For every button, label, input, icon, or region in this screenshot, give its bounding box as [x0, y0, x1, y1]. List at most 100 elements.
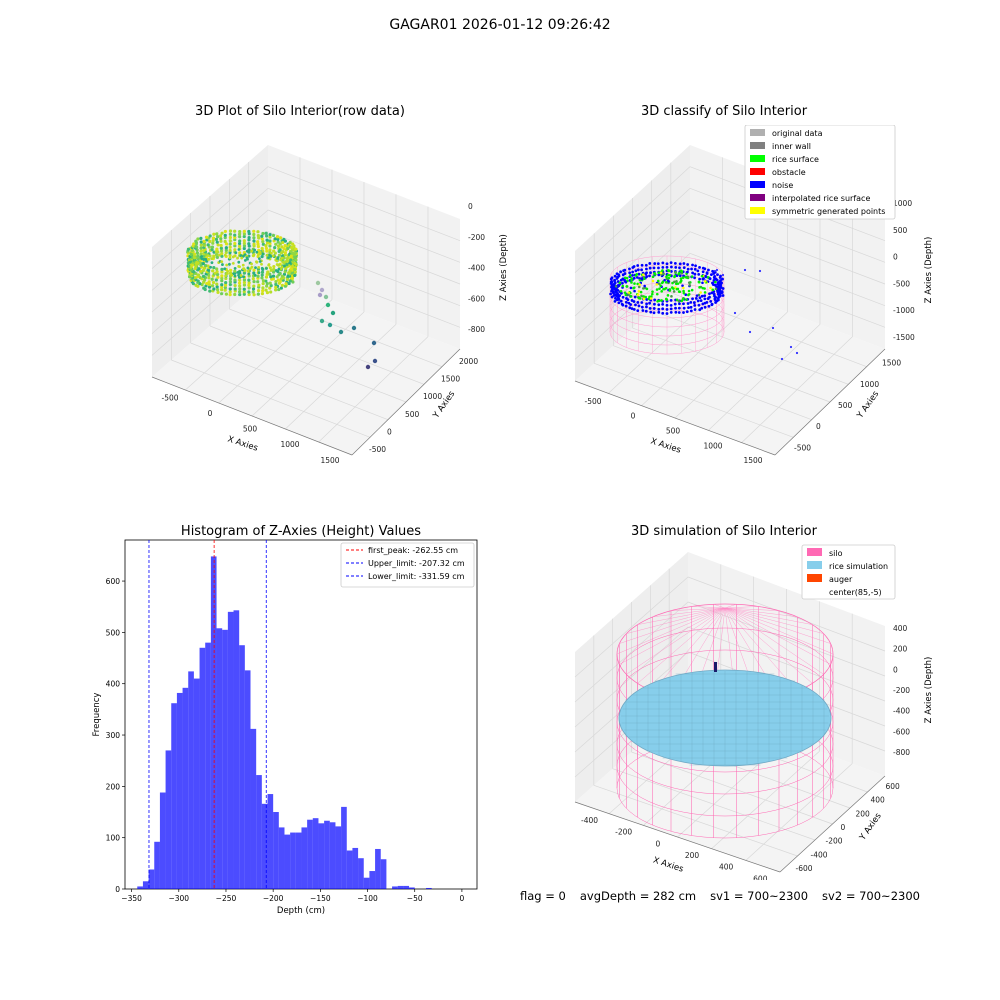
noise-point — [621, 281, 624, 285]
raw-point — [212, 232, 216, 236]
silo-roof-wire — [626, 607, 726, 675]
raw-point — [293, 268, 297, 272]
raw-point — [266, 270, 270, 274]
noise-point — [649, 271, 652, 275]
raw-point — [204, 284, 208, 288]
noise-point — [685, 310, 689, 314]
raw-point — [264, 244, 268, 248]
noise-point — [648, 306, 652, 310]
raw-point — [242, 239, 246, 243]
x-axis-label: X Axies — [652, 855, 685, 874]
noise-point — [670, 265, 673, 269]
rice-surface-point — [685, 298, 688, 302]
noise-point — [637, 272, 641, 276]
y-tick-label: 600 — [886, 782, 901, 791]
noise-point — [715, 278, 719, 282]
rice-surface-point — [690, 275, 694, 278]
z-tick-label: 200 — [893, 645, 908, 654]
raw-point — [257, 236, 261, 240]
rice-surface-point — [621, 284, 625, 288]
raw-outlier-point — [325, 302, 331, 308]
x-tick-label: 500 — [243, 425, 258, 434]
noise-point — [703, 267, 707, 271]
rice-surface-point — [687, 281, 691, 284]
histogram-bar — [199, 647, 206, 889]
raw-point — [255, 250, 259, 254]
raw-point — [272, 264, 276, 269]
noise-point — [693, 304, 697, 307]
raw-point — [269, 268, 273, 272]
rice-surface-point — [663, 278, 666, 282]
noise-point — [645, 267, 648, 271]
raw-point — [228, 290, 232, 294]
grid-line — [574, 576, 689, 678]
noise-point — [691, 271, 695, 275]
noise-point — [687, 306, 690, 310]
raw-point — [242, 292, 246, 296]
noise-point — [758, 269, 762, 273]
noise-point — [698, 308, 702, 312]
rice-surface-point — [658, 282, 661, 286]
raw-point — [247, 283, 251, 287]
x-tick-label: -500 — [161, 393, 178, 402]
raw-point — [226, 269, 230, 273]
raw-point — [268, 235, 272, 239]
raw-point — [264, 279, 268, 283]
rice-surface-point — [677, 300, 681, 303]
raw-point — [264, 288, 268, 292]
raw-point — [237, 241, 242, 246]
raw-point — [274, 288, 278, 292]
raw-point — [238, 284, 242, 288]
raw-point — [242, 234, 246, 239]
raw-point — [210, 245, 215, 249]
raw-point — [228, 253, 232, 257]
raw-point — [228, 251, 232, 255]
rice-surface-point — [678, 290, 682, 294]
raw-point — [238, 244, 242, 248]
noise-point — [682, 302, 685, 306]
axis-line — [574, 380, 776, 456]
raw-point — [284, 282, 288, 286]
noise-point — [693, 272, 697, 276]
rice-surface-point — [675, 298, 679, 302]
raw-outlier-point — [327, 322, 333, 328]
raw-point — [237, 281, 242, 285]
raw-point — [280, 265, 284, 269]
raw-point — [220, 254, 224, 258]
x-tick-label: −350 — [121, 894, 142, 903]
rice-surface-point — [695, 294, 699, 297]
raw-point — [199, 246, 203, 250]
histogram-bar — [154, 841, 160, 889]
y-tick-label: 0 — [841, 823, 846, 832]
rice-surface-point — [665, 277, 669, 281]
raw-point — [231, 255, 235, 259]
raw-point — [215, 267, 219, 271]
raw-point — [268, 248, 272, 252]
silo-roof-wire — [724, 607, 798, 618]
raw-point — [216, 243, 220, 247]
raw-point — [224, 274, 228, 278]
noise-point — [705, 272, 709, 275]
noise-point — [678, 266, 681, 270]
y-tick-label: 500 — [106, 628, 121, 637]
raw-point — [224, 246, 228, 250]
raw-point — [276, 237, 280, 242]
rice-surface-point — [629, 295, 633, 298]
raw-point — [234, 251, 238, 255]
noise-point — [700, 294, 704, 298]
rice-surface-point — [624, 280, 628, 284]
legend-swatch — [750, 168, 765, 175]
noise-point — [714, 301, 717, 304]
noise-point — [707, 268, 710, 272]
raw-point — [265, 241, 270, 245]
rice-surface-point — [642, 287, 645, 290]
rice-surface-point — [637, 285, 641, 289]
raw-point — [211, 236, 216, 240]
x-tick-label: 200 — [685, 851, 700, 860]
raw-point — [202, 286, 206, 290]
raw-point — [210, 248, 214, 252]
raw-point — [260, 270, 265, 274]
rice-surface-point — [682, 291, 686, 295]
raw-point — [268, 232, 272, 237]
raw-point — [210, 284, 215, 288]
